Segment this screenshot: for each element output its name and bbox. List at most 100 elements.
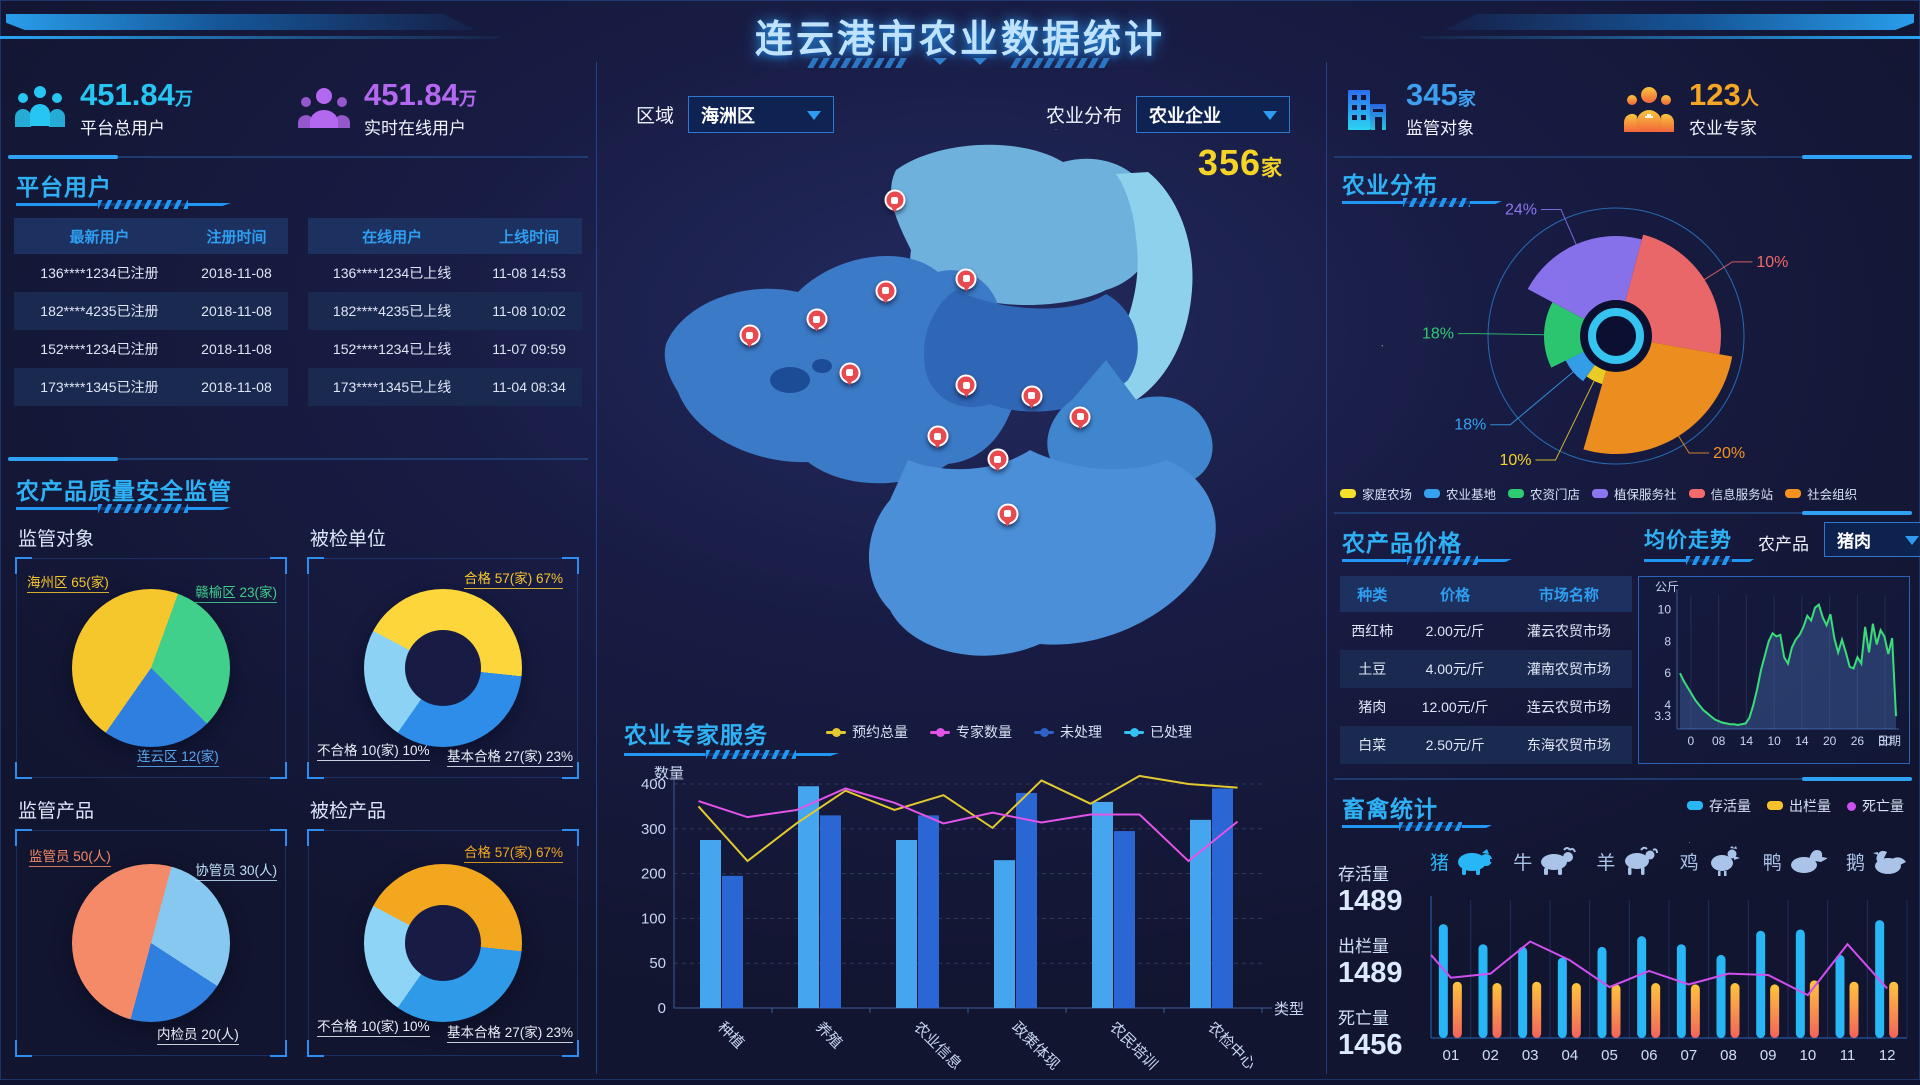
svg-text:12: 12 xyxy=(1879,1047,1896,1064)
inspected-units-chart: 合格 57(家) 67% 不合格 10(家) 10% 基本合格 27(家) 23… xyxy=(307,557,579,779)
supervision-stats-row: 345家 监管对象 123人 农业专家 xyxy=(1342,68,1904,150)
section-title-prices: 农产品价格 xyxy=(1342,530,1462,556)
expert-service-chart: 0 50 100 200 300 400 数量 类型 种植 养殖 农业信息 政策体现 农民培训 农检中心 xyxy=(626,765,1306,1080)
legend-item[interactable]: 农业基地 xyxy=(1424,484,1496,503)
chart-title-inspected-products: 被检产品 xyxy=(310,801,387,822)
section-title-platform-users: 平台用户 xyxy=(16,174,112,200)
legend-item[interactable]: 未处理 xyxy=(1034,722,1102,742)
sheep-icon xyxy=(1625,846,1659,875)
online-table-header: 在线用户 xyxy=(308,218,477,254)
legend-item[interactable]: 已处理 xyxy=(1124,722,1192,742)
section-divider xyxy=(1334,155,1912,159)
svg-text:数量: 数量 xyxy=(654,766,684,782)
svg-text:05: 05 xyxy=(1601,1047,1618,1064)
legend-item[interactable]: 农资门店 xyxy=(1508,484,1580,503)
map-pin[interactable] xyxy=(884,189,906,211)
svg-text:10: 10 xyxy=(1658,602,1672,616)
map-pin[interactable] xyxy=(739,324,761,346)
table-row[interactable]: 西红柿 2.00元/斤 灌云农贸市场 xyxy=(1351,623,1611,639)
region-map xyxy=(608,128,1313,703)
map-pin[interactable] xyxy=(875,280,897,302)
map-pin[interactable] xyxy=(839,362,861,384)
map-pin[interactable] xyxy=(1069,406,1091,428)
svg-text:03: 03 xyxy=(1522,1047,1539,1064)
legend-item[interactable]: 植保服务社 xyxy=(1592,484,1677,503)
legend-item[interactable]: 死亡量 xyxy=(1847,796,1904,816)
region-select[interactable]: 海洲区 xyxy=(688,96,835,133)
experts-icon xyxy=(1624,87,1674,132)
table-row[interactable]: 152****1234已上线 11-07 09:59 xyxy=(332,341,566,357)
map-pin[interactable] xyxy=(927,425,949,447)
product-select[interactable]: 猪肉 xyxy=(1824,522,1920,557)
table-row[interactable]: 173****1345已注册 2018-11-08 xyxy=(14,368,288,406)
livestock-out-stat: 出栏量 1489 xyxy=(1338,937,1403,989)
svg-text:24%: 24% xyxy=(1505,201,1537,218)
legend-item[interactable]: 专家数量 xyxy=(930,722,1012,742)
table-row[interactable]: 173****1345已上线 11-04 08:34 xyxy=(308,368,582,406)
svg-text:01: 01 xyxy=(1442,1047,1459,1064)
animal-tab-pig[interactable]: 猪 xyxy=(1430,846,1494,876)
table-row[interactable]: 土豆 4.00元/斤 灌南农贸市场 xyxy=(1340,650,1632,688)
section-title-ornament xyxy=(1644,556,1754,565)
distribution-select[interactable]: 农业企业 xyxy=(1136,96,1290,133)
chart-title-supervision-objects: 监管对象 xyxy=(18,529,95,550)
chart-title-supervision-products: 监管产品 xyxy=(18,801,95,822)
svg-text:政策体现: 政策体现 xyxy=(1008,1019,1062,1073)
section-title-supervision: 农产品质量安全监管 xyxy=(16,478,232,504)
chevron-down-icon xyxy=(1905,535,1919,552)
section-title-livestock: 畜禽统计 xyxy=(1342,796,1438,822)
livestock-legend: 存活量 出栏量 死亡量 xyxy=(1687,796,1904,816)
online-users-label: 实时在线用户 xyxy=(364,118,466,138)
table-row[interactable]: 136****1234已注册 2018-11-08 xyxy=(40,265,272,281)
legend-item[interactable]: 存活量 xyxy=(1687,796,1751,816)
register-table-header: 注册时间 xyxy=(184,218,288,254)
legend-item[interactable]: 社会组织 xyxy=(1785,484,1857,503)
pie-chart xyxy=(72,589,230,747)
map-pin[interactable] xyxy=(987,448,1009,470)
animal-tab-cow[interactable]: 牛 xyxy=(1513,846,1577,876)
map-pin[interactable] xyxy=(955,374,977,396)
table-row[interactable]: 182****4235已注册 2018-11-08 xyxy=(14,292,288,330)
legend-item[interactable]: 预约总量 xyxy=(826,722,908,742)
map-pin-layer xyxy=(608,128,1313,703)
table-row[interactable]: 182****4235已上线 11-08 10:02 xyxy=(308,292,582,330)
animal-tab-chicken[interactable]: 鸡 xyxy=(1680,846,1744,876)
svg-text:农业信息: 农业信息 xyxy=(910,1019,964,1073)
section-divider xyxy=(1334,777,1912,781)
animal-tab-sheep[interactable]: 羊 xyxy=(1596,846,1660,876)
svg-text:日期: 日期 xyxy=(1877,734,1901,748)
table-row[interactable]: 猪肉 12.00元/斤 连云农贸市场 xyxy=(1358,699,1611,715)
svg-text:18%: 18% xyxy=(1454,417,1486,434)
supervised-count-label: 监管对象 xyxy=(1406,118,1474,138)
legend-item[interactable]: 出栏量 xyxy=(1767,796,1831,816)
map-pin[interactable] xyxy=(806,308,828,330)
legend-item[interactable]: 信息服务站 xyxy=(1688,484,1773,503)
svg-text:0: 0 xyxy=(1688,734,1695,748)
supervision-products-chart: 监管员 50(人) 协管员 30(人) 内检员 20(人) xyxy=(15,829,287,1057)
map-pin[interactable] xyxy=(955,268,977,290)
svg-text:50: 50 xyxy=(649,955,666,972)
svg-text:0: 0 xyxy=(658,1000,666,1017)
distribution-select-value: 农业企业 xyxy=(1149,105,1221,126)
svg-text:18%: 18% xyxy=(1422,326,1454,343)
svg-text:100: 100 xyxy=(641,910,666,927)
map-pin[interactable] xyxy=(1021,385,1043,407)
donut-chart xyxy=(364,864,522,1022)
animal-tab-duck[interactable]: 鸭 xyxy=(1763,846,1827,876)
table-row[interactable]: 136****1234已上线 11-08 14:53 xyxy=(332,265,566,281)
animal-tab-goose[interactable]: 鹅 xyxy=(1846,846,1910,876)
section-divider xyxy=(8,457,588,461)
cow-icon xyxy=(1541,847,1577,875)
table-row[interactable]: 152****1234已注册 2018-11-08 xyxy=(40,341,272,357)
svg-text:20%: 20% xyxy=(1713,445,1745,462)
section-title-ornament xyxy=(624,750,839,759)
map-pin[interactable] xyxy=(997,503,1019,525)
stat-supervised-objects: 345家 监管对象 xyxy=(1342,68,1623,150)
table-row[interactable]: 白菜 2.50元/斤 东海农贸市场 xyxy=(1340,726,1632,764)
svg-text:20: 20 xyxy=(1823,734,1837,748)
center-panel: 区域 海洲区 农业分布 农业企业 356家 xyxy=(596,60,1326,1080)
legend-item[interactable]: 家庭农场 xyxy=(1340,484,1412,503)
section-title-ornament xyxy=(1342,198,1502,207)
total-users-value: 451.84 xyxy=(80,77,175,113)
